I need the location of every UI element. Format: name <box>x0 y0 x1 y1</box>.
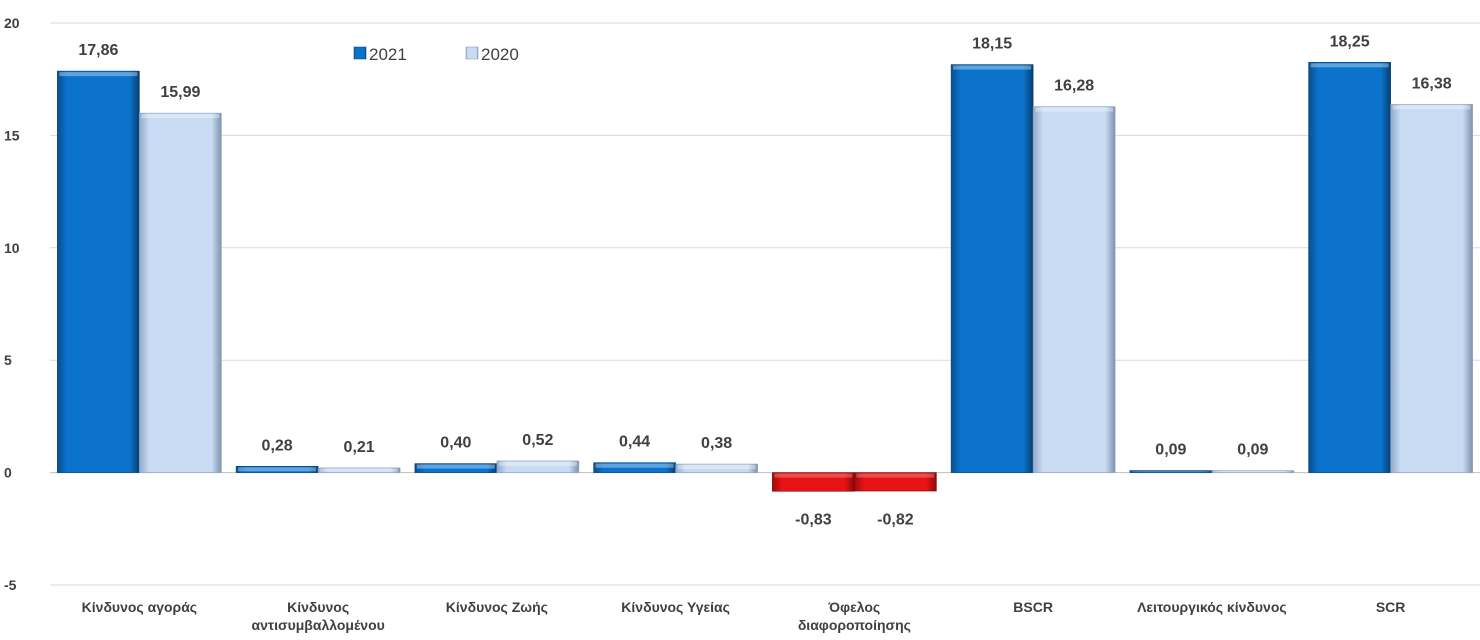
y-tick-label: 20 <box>4 15 20 31</box>
bar-2021-5 <box>950 64 1034 473</box>
y-tick-label: -5 <box>4 577 17 593</box>
bar-2020-0 <box>139 112 222 473</box>
gridlines <box>50 22 1480 586</box>
bar-bevel <box>1213 471 1292 473</box>
data-labels: 17,86 15,99 0,28 0,21 0,40 0,52 0,44 0,38 -0,83 -… <box>78 33 1451 528</box>
category-label-6: Λειτουργικός κίνδυνος <box>1137 599 1287 615</box>
bar-bevel <box>498 461 577 466</box>
data-label-2020-2: 0,52 <box>522 432 553 449</box>
bar-bevel <box>1310 63 1389 68</box>
bar-bevel <box>677 465 756 470</box>
data-label-2021-7: 18,25 <box>1330 33 1370 50</box>
bar-bevel <box>1131 471 1210 473</box>
y-tick-label: 15 <box>4 127 20 143</box>
bar-2020-4 <box>854 472 937 492</box>
data-label-2021-5: 18,15 <box>972 36 1012 53</box>
bar-bevel <box>856 473 935 478</box>
data-label-2020-5: 16,28 <box>1054 78 1094 95</box>
category-label-3: Κίνδυνος Υγείας <box>621 599 730 615</box>
y-axis-ticks: -5 0 5 10 15 20 <box>4 15 20 593</box>
data-label-2021-6: 0,09 <box>1155 442 1186 459</box>
category-label-7: SCR <box>1376 599 1406 615</box>
bar-bevel <box>595 463 674 468</box>
bars <box>57 62 1473 492</box>
data-label-2021-4: -0,83 <box>795 512 832 529</box>
bar-bevel <box>774 473 853 478</box>
bar-2021-0 <box>57 70 140 473</box>
bar-bevel <box>320 468 399 472</box>
category-label-4: Όφελος <box>828 599 881 615</box>
y-tick-label: 10 <box>4 240 20 256</box>
legend-swatch-2020 <box>465 46 479 60</box>
y-tick-label: 5 <box>4 352 12 368</box>
data-label-2020-6: 0,09 <box>1237 442 1268 459</box>
data-label-2020-7: 16,38 <box>1412 75 1452 92</box>
bar-bevel <box>238 467 317 472</box>
y-tick-label: 0 <box>4 465 12 481</box>
data-label-2021-0: 17,86 <box>78 42 118 59</box>
bar-2020-3 <box>675 463 758 473</box>
bar-bevel <box>953 65 1032 70</box>
bar-bevel <box>416 464 495 469</box>
legend-label-2021: 2021 <box>369 45 407 64</box>
data-label-2020-3: 0,38 <box>701 435 732 452</box>
x-axis-categories: Κίνδυνος αγοράς Κίνδυνος αντισυμβαλλομένου… <box>82 599 1406 633</box>
legend-label-2020: 2020 <box>481 45 519 64</box>
legend-swatch-2021 <box>353 46 367 60</box>
category-label-4: διαφοροποίησης <box>798 617 911 633</box>
category-label-0: Κίνδυνος αγοράς <box>82 599 197 615</box>
bar-2020-1 <box>317 467 401 473</box>
data-label-2020-0: 15,99 <box>160 84 200 101</box>
category-label-2: Κίνδυνος Ζωής <box>446 599 548 615</box>
bar-2020-7 <box>1390 104 1473 473</box>
bar-2021-7 <box>1308 62 1391 473</box>
data-label-2021-3: 0,44 <box>619 434 650 451</box>
bar-2020-6 <box>1211 470 1295 473</box>
bar-2020-5 <box>1032 106 1116 473</box>
legend: 2021 2020 <box>353 45 519 64</box>
category-label-5: BSCR <box>1013 599 1053 615</box>
bar-2020-2 <box>496 460 580 473</box>
category-label-1: Κίνδυνος <box>287 599 349 615</box>
data-label-2020-4: -0,82 <box>877 512 914 529</box>
bar-bevel <box>1035 107 1114 112</box>
category-label-1: αντισυμβαλλομένου <box>251 617 384 633</box>
bar-bevel <box>1392 105 1471 110</box>
data-label-2021-1: 0,28 <box>262 437 293 454</box>
data-label-2020-1: 0,21 <box>344 439 375 456</box>
bar-bevel <box>59 72 138 77</box>
data-label-2021-2: 0,40 <box>440 435 471 452</box>
bar-bevel <box>141 114 220 119</box>
